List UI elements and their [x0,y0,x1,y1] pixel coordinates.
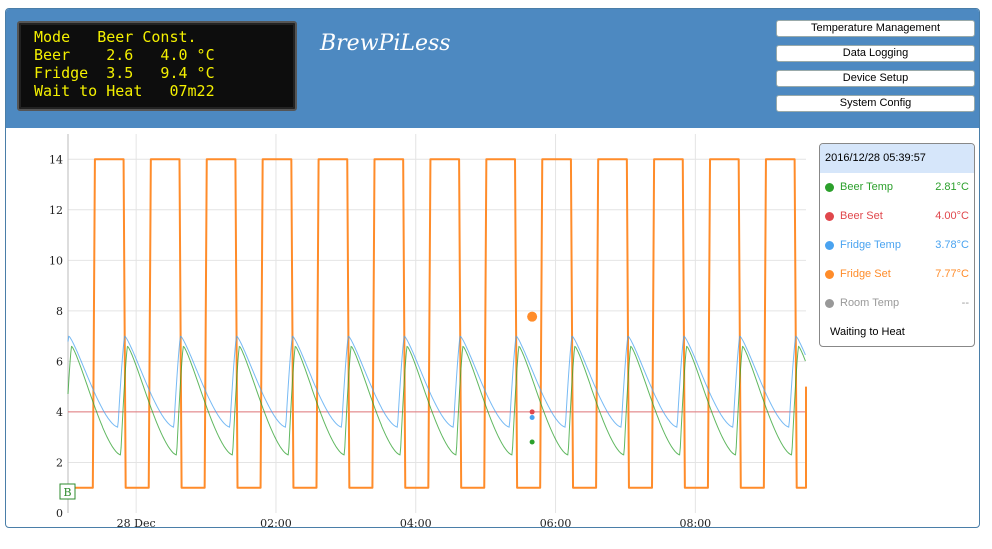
y-tick-label: 12 [49,204,63,217]
legend-value: 7.77°C [935,268,969,280]
lcd-display: Mode Beer Const. Beer 2.6 4.0 °C Fridge … [17,21,297,111]
y-tick-label: 10 [49,254,63,267]
device-setup-button[interactable]: Device Setup [776,70,975,87]
y-tick-label: 0 [56,507,63,520]
main-menu: Temperature Management Data Logging Devi… [776,20,975,120]
annotation-b: B [59,483,76,500]
legend-label: Beer Temp [840,181,893,193]
legend-label: Fridge Temp [840,239,901,251]
lcd-line-fridge: Fridge 3.5 9.4 °C [34,64,215,82]
y-tick-label: 6 [56,355,63,368]
y-tick-label: 4 [56,406,63,419]
legend-value: 4.00°C [935,210,969,222]
beer-temp-line [67,345,806,456]
legend-value: 3.78°C [935,239,969,251]
annotation-label: B [63,486,71,499]
marker-beer-temp [529,439,535,445]
app-title: BrewPiLess [320,31,451,56]
marker-fridge-set [527,311,538,322]
legend-label: Room Temp [840,297,900,309]
lcd-line-beer: Beer 2.6 4.0 °C [34,46,215,64]
x-tick-label: 28 Dec [117,517,156,527]
data-logging-button[interactable]: Data Logging [776,45,975,62]
legend-label: Beer Set [840,210,883,222]
fridge-temp-line [67,335,806,428]
marker-beer-set [529,409,535,415]
y-tick-label: 14 [49,153,63,166]
x-tick-label: 02:00 [260,517,292,527]
legend-row-fridge-set: Fridge Set 7.77°C [820,260,974,289]
system-config-button[interactable]: System Config [776,95,975,112]
legend-value: 2.81°C [935,181,969,193]
legend-timestamp: 2016/12/28 05:39:57 [820,144,974,173]
legend-row-room-temp: Room Temp -- [820,289,974,318]
legend-row-beer-temp: Beer Temp 2.81°C [820,173,974,202]
lcd-line-mode: Mode Beer Const. [34,28,197,46]
chart-legend: 2016/12/28 05:39:57 Beer Temp 2.81°C Bee… [819,143,975,347]
y-tick-label: 2 [56,456,63,469]
fridge-set-line [68,158,807,489]
legend-label: Fridge Set [840,268,891,280]
temperature-management-button[interactable]: Temperature Management [776,20,975,37]
annotation-box [59,483,76,500]
beer-set-dot-icon [825,212,834,221]
fridge-set-dot-icon [825,270,834,279]
beer-temp-dot-icon [825,183,834,192]
legend-row-beer-set: Beer Set 4.00°C [820,202,974,231]
app-frame: Mode Beer Const. Beer 2.6 4.0 °C Fridge … [5,8,980,528]
legend-row-fridge-temp: Fridge Temp 3.78°C [820,231,974,260]
x-tick-label: 06:00 [540,517,572,527]
temperature-chart[interactable]: 0 2 4 6 8 10 12 14 28 Dec 02:00 04:00 06:00 08:00 B [6,128,979,527]
lcd-line-status: Wait to Heat 07m22 [34,82,215,100]
x-tick-label: 08:00 [679,517,711,527]
y-tick-label: 8 [56,305,63,318]
room-temp-dot-icon [825,299,834,308]
fridge-temp-dot-icon [825,241,834,250]
legend-status: Waiting to Heat [830,326,905,338]
x-tick-label: 04:00 [400,517,432,527]
legend-value: -- [961,297,969,309]
header: Mode Beer Const. Beer 2.6 4.0 °C Fridge … [6,9,979,128]
marker-fridge-temp [529,414,535,420]
